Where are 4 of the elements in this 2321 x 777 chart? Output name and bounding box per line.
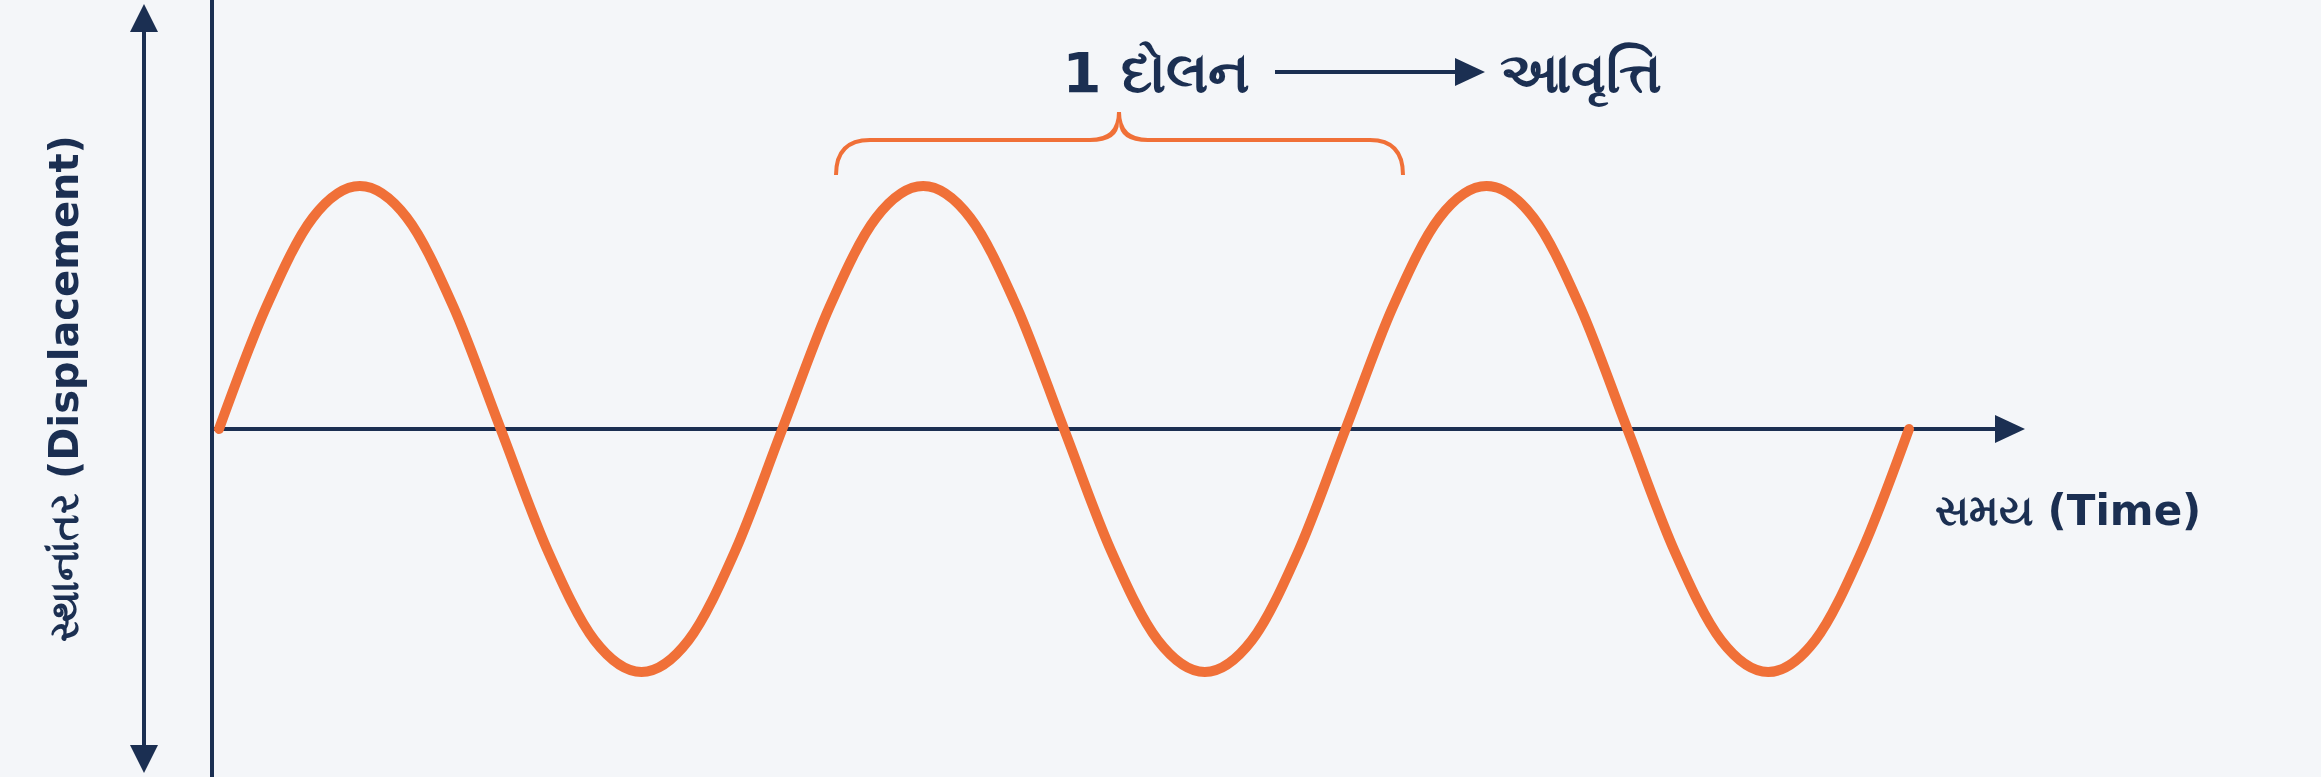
text: 1 દોલન <box>1062 40 1250 105</box>
x-axis-title: સમય (Time) <box>1935 486 2202 535</box>
y-axis-title: સ્થાનાંતર (Displacement) <box>41 135 87 642</box>
text: આવૃત્તિ <box>1500 40 1662 107</box>
